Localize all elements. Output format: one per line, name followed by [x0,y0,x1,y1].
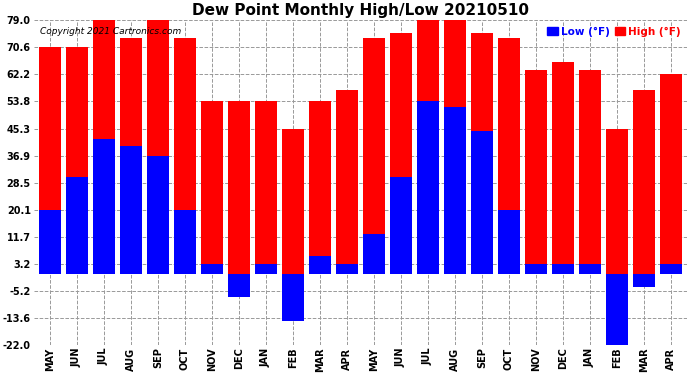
Title: Dew Point Monthly High/Low 20210510: Dew Point Monthly High/Low 20210510 [192,3,529,18]
Bar [174,38,196,274]
Bar [633,90,655,274]
Bar [309,101,331,274]
Bar [363,38,385,274]
Bar [66,47,88,274]
Bar [498,210,520,274]
Bar [336,264,357,274]
Bar [471,33,493,274]
Bar [228,274,250,297]
Legend: Low (°F), High (°F): Low (°F), High (°F) [543,22,685,41]
Bar [147,156,168,274]
Bar [147,20,168,274]
Bar [633,274,655,287]
Bar [417,20,439,274]
Bar [498,38,520,274]
Bar [120,146,141,274]
Bar [471,131,493,274]
Bar [255,101,277,274]
Bar [255,264,277,274]
Bar [444,20,466,274]
Bar [39,210,61,274]
Bar [579,70,601,274]
Bar [552,62,574,274]
Bar [660,264,682,274]
Bar [607,129,628,274]
Bar [120,38,141,274]
Bar [282,129,304,274]
Bar [201,101,223,274]
Bar [607,274,628,345]
Bar [579,264,601,274]
Bar [444,107,466,274]
Bar [174,210,196,274]
Bar [390,33,412,274]
Bar [309,256,331,274]
Bar [390,177,412,274]
Bar [66,177,88,274]
Bar [417,101,439,274]
Bar [282,274,304,321]
Text: Copyright 2021 Cartronics.com: Copyright 2021 Cartronics.com [40,27,181,36]
Bar [201,264,223,274]
Bar [228,101,250,274]
Bar [363,234,385,274]
Bar [336,90,357,274]
Bar [525,264,546,274]
Bar [93,20,115,274]
Bar [660,74,682,274]
Bar [93,139,115,274]
Bar [552,264,574,274]
Bar [525,70,546,274]
Bar [39,47,61,274]
